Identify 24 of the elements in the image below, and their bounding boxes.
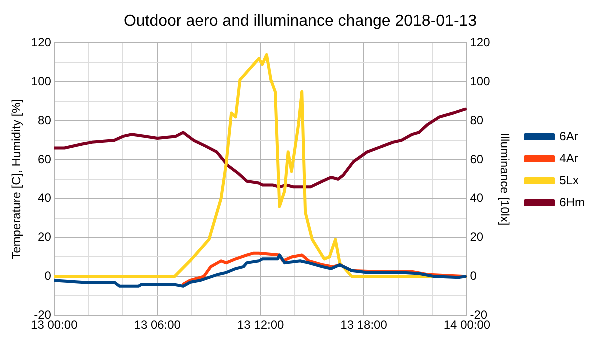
y-tick-label: 100 (31, 74, 52, 88)
y2-tick-label: 20 (470, 230, 484, 244)
y2-tick-label: 60 (470, 152, 484, 166)
y-axis-title: Temperature [C], Humidity [%] (10, 99, 24, 260)
y-tick-label: 20 (38, 230, 52, 244)
y-tick-label: 80 (38, 113, 52, 128)
y-tick-label: 60 (38, 152, 52, 166)
x-tick-label: 13 18:00 (340, 318, 388, 332)
legend-label: 5Lx (560, 173, 580, 188)
legend-label: 6Ar (560, 129, 578, 144)
y2-tick-label: 120 (470, 36, 491, 50)
y2-tick-label: 100 (470, 74, 491, 88)
y2-tick-label: 0 (470, 269, 478, 283)
y-tick-label: 120 (31, 36, 52, 50)
chart-title: Outdoor aero and illuminance change 2018-01-13 (124, 13, 478, 30)
x-tick-label: 13 12:00 (237, 318, 285, 332)
y2-axis-title: Illuminance [10lx] (498, 133, 512, 226)
y2-tick-label: 80 (470, 113, 484, 128)
x-tick-label: 13 06:00 (134, 318, 182, 332)
y2-tick-label: 40 (470, 191, 484, 206)
legend-label: 4Ar (560, 151, 578, 166)
legend-label: 6Hm (560, 195, 586, 210)
y-tick-label: 40 (38, 191, 52, 206)
y-tick-label: 0 (44, 269, 52, 283)
